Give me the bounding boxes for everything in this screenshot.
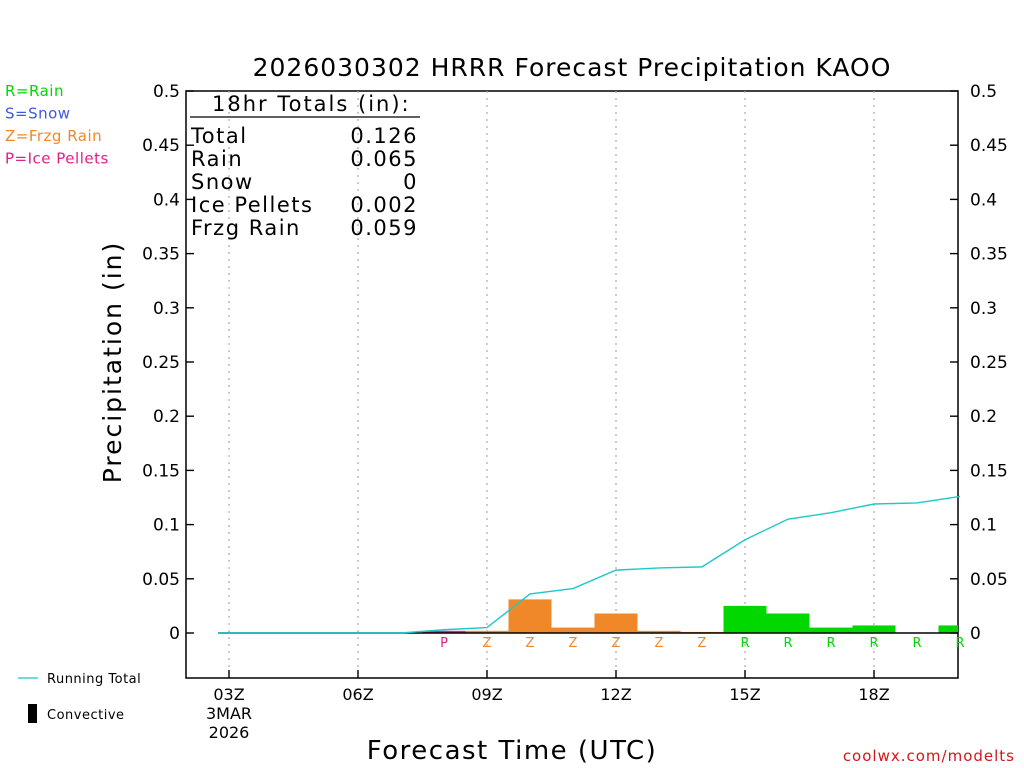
y-tick-label-left: 0.4 [153, 190, 180, 210]
y-tick-label-left: 0.05 [142, 570, 180, 590]
precip-bar [767, 613, 810, 633]
type-legend-entry: S=Snow [5, 105, 71, 123]
y-tick-label-left: 0.45 [142, 136, 180, 156]
precip-bar [939, 625, 959, 633]
precip-type-label: P [440, 636, 448, 651]
precip-bar [509, 599, 552, 633]
precip-type-label: R [783, 636, 792, 651]
precip-type-label: Z [569, 636, 578, 651]
y-tick-label-right: 0.25 [970, 353, 1008, 373]
series-legend: Running Total Convective [18, 672, 141, 723]
y-axis-label: Precipitation (in) [98, 241, 127, 484]
credit-text: coolwx.com/modelts [843, 747, 1015, 765]
y-tick-label-left: 0.1 [153, 516, 180, 536]
y-tick-label-left: 0.25 [142, 353, 180, 373]
y-tick-label-right: 0.5 [970, 82, 997, 102]
x-tick-label: 06Z [342, 685, 373, 704]
y-tick-label-right: 0.2 [970, 407, 997, 427]
running-total-line [218, 496, 960, 633]
totals-box: 18hr Totals (in): Total 0.126 Rain 0.065 Sno… [190, 92, 420, 240]
y-tick-label-left: 0.3 [153, 299, 180, 319]
precip-type-label: Z [698, 636, 707, 651]
y-tick-label-right: 0.05 [970, 570, 1008, 590]
precip-type-label: R [955, 636, 964, 651]
precip-bar [810, 628, 853, 633]
totals-row-label: Ice Pellets [191, 193, 313, 217]
type-legend: R=Rain S=Snow Z=Frzg Rain P=Ice Pellets [5, 82, 109, 168]
totals-row-label: Frzg Rain [191, 216, 301, 240]
precip-type-label: Z [655, 636, 664, 651]
y-axis-ticks: 0 0 0.05 0.05 0.1 0.1 0.15 0.15 0.2 0.2 0.25 0.25 0.… [142, 82, 1008, 644]
y-tick-label-left: 0.35 [142, 245, 180, 265]
plot-frame [186, 91, 958, 678]
convective-legend-swatch [28, 704, 37, 723]
precip-type-label: R [740, 636, 749, 651]
y-tick-label-right: 0.35 [970, 245, 1008, 265]
precip-type-label: Z [483, 636, 492, 651]
y-tick-label-left: 0.5 [153, 82, 180, 102]
x-tick-date: 3MAR [206, 704, 252, 723]
convective-legend-label: Convective [47, 708, 125, 723]
running-total-series [218, 496, 960, 633]
precip-type-label: R [869, 636, 878, 651]
running-total-legend-label: Running Total [47, 672, 141, 687]
x-tick-label: 09Z [471, 685, 502, 704]
totals-row-value: 0 [403, 170, 418, 194]
precipitation-chart: 2026030302 HRRR Forecast Precipitation K… [0, 0, 1024, 768]
totals-row-value: 0.065 [350, 147, 418, 171]
totals-row-label: Snow [191, 170, 254, 194]
x-tick-label: 12Z [600, 685, 631, 704]
totals-row-value: 0.059 [350, 216, 418, 240]
totals-row-label: Rain [191, 147, 243, 171]
y-tick-label-left: 0 [169, 624, 180, 644]
y-tick-label-right: 0.45 [970, 136, 1008, 156]
precip-type-label: R [826, 636, 835, 651]
y-tick-label-left: 0.2 [153, 407, 180, 427]
totals-row-value: 0.126 [350, 124, 418, 148]
chart-title: 2026030302 HRRR Forecast Precipitation K… [253, 53, 892, 82]
totals-row-label: Total [190, 124, 248, 148]
y-tick-label-right: 0.4 [970, 190, 997, 210]
precip-type-label: R [912, 636, 921, 651]
type-legend-entry: R=Rain [5, 82, 64, 100]
y-tick-label-left: 0.15 [142, 461, 180, 481]
precip-bar [853, 625, 896, 633]
precip-bar [595, 613, 638, 633]
y-tick-label-right: 0.1 [970, 516, 997, 536]
y-tick-label-right: 0.3 [970, 299, 997, 319]
precip-type-label: Z [612, 636, 621, 651]
x-tick-label: 15Z [729, 685, 760, 704]
x-tick-label: 18Z [858, 685, 889, 704]
precip-bar [552, 628, 595, 633]
x-axis-label: Forecast Time (UTC) [367, 736, 658, 766]
precip-bar [724, 606, 767, 633]
type-legend-entry: Z=Frzg Rain [5, 127, 102, 145]
precip-bars [423, 599, 959, 633]
y-tick-label-right: 0.15 [970, 461, 1008, 481]
totals-row-value: 0.002 [350, 193, 418, 217]
precip-type-label: Z [526, 636, 535, 651]
x-tick-year: 2026 [209, 723, 250, 742]
y-tick-label-right: 0 [970, 624, 981, 644]
x-tick-label: 03Z [213, 685, 244, 704]
grid-lines [229, 91, 874, 678]
type-legend-entry: P=Ice Pellets [5, 150, 109, 168]
totals-header: 18hr Totals (in): [212, 92, 411, 116]
